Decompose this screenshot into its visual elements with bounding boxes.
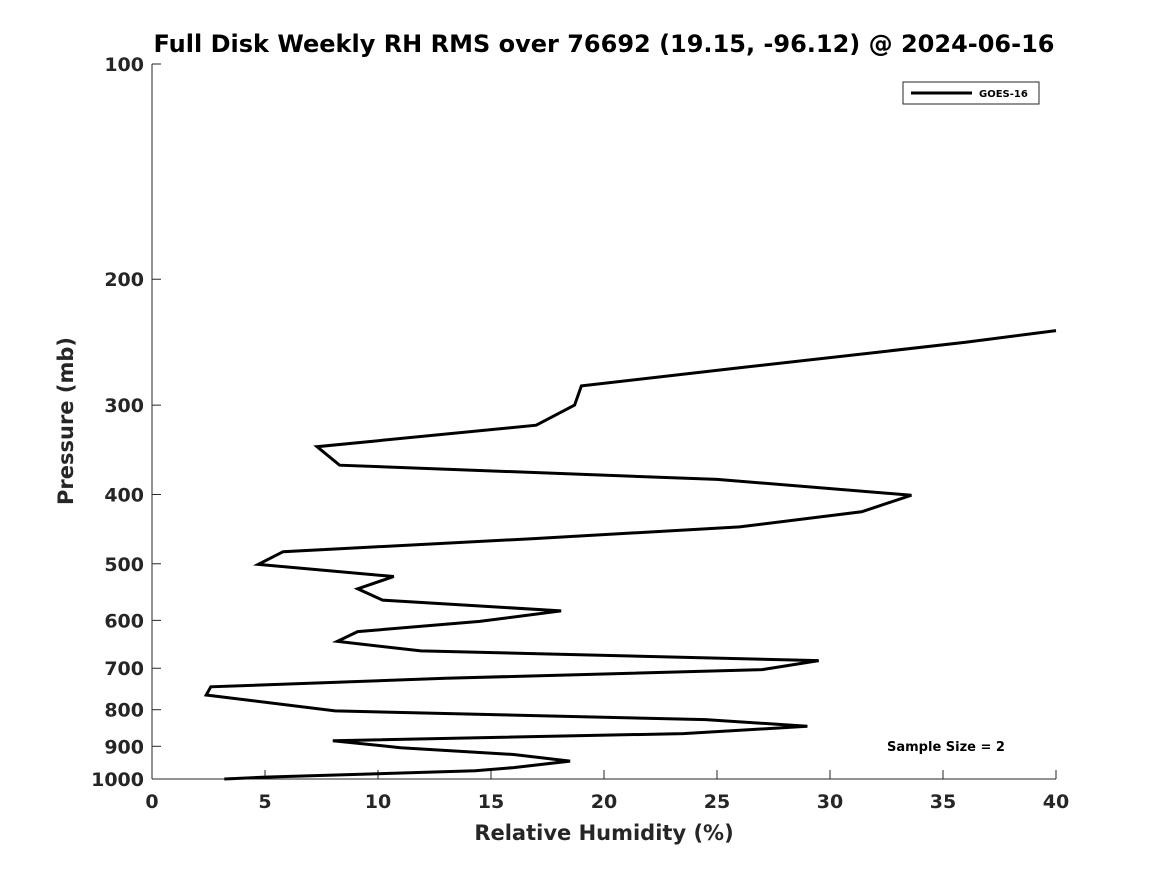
x-tick-label: 25: [704, 791, 730, 813]
y-tick-label: 900: [104, 736, 144, 758]
x-tick-label: 10: [365, 791, 391, 813]
y-tick-label: 100: [104, 54, 144, 76]
y-tick-label: 300: [104, 395, 144, 417]
y-tick-label: 200: [104, 269, 144, 291]
x-tick-label: 0: [145, 791, 158, 813]
y-tick-label: 600: [104, 610, 144, 632]
chart-title: Full Disk Weekly RH RMS over 76692 (19.1…: [153, 30, 1054, 58]
y-tick-label: 400: [104, 484, 144, 506]
y-axis-label: Pressure (mb): [54, 337, 78, 505]
series-line-goes-16: [203, 329, 1057, 781]
sample-size-annotation: Sample Size = 2: [887, 740, 1005, 755]
x-tick-label: 35: [930, 791, 956, 813]
series-group: [203, 329, 1057, 781]
x-tick-label: 40: [1043, 791, 1069, 813]
legend-label-goes-16: GOES-16: [979, 89, 1028, 100]
x-tick-label: 15: [478, 791, 504, 813]
x-tick-label: 20: [591, 791, 617, 813]
y-tick-label: 1000: [91, 769, 144, 791]
y-tick-label: 700: [104, 658, 144, 680]
x-axis-label: Relative Humidity (%): [474, 821, 733, 845]
y-axis-ticks: 100 200 300 400 500 600 700 800 900 1000: [91, 54, 161, 791]
x-tick-label: 30: [817, 791, 843, 813]
plot-area: [152, 64, 1056, 779]
y-tick-label: 800: [104, 700, 144, 722]
x-axis-ticks: 0 5 10 15 20 25 30 35 40: [145, 770, 1069, 813]
legend: GOES-16: [902, 81, 1040, 105]
x-tick-label: 5: [258, 791, 271, 813]
y-tick-label: 500: [104, 554, 144, 576]
